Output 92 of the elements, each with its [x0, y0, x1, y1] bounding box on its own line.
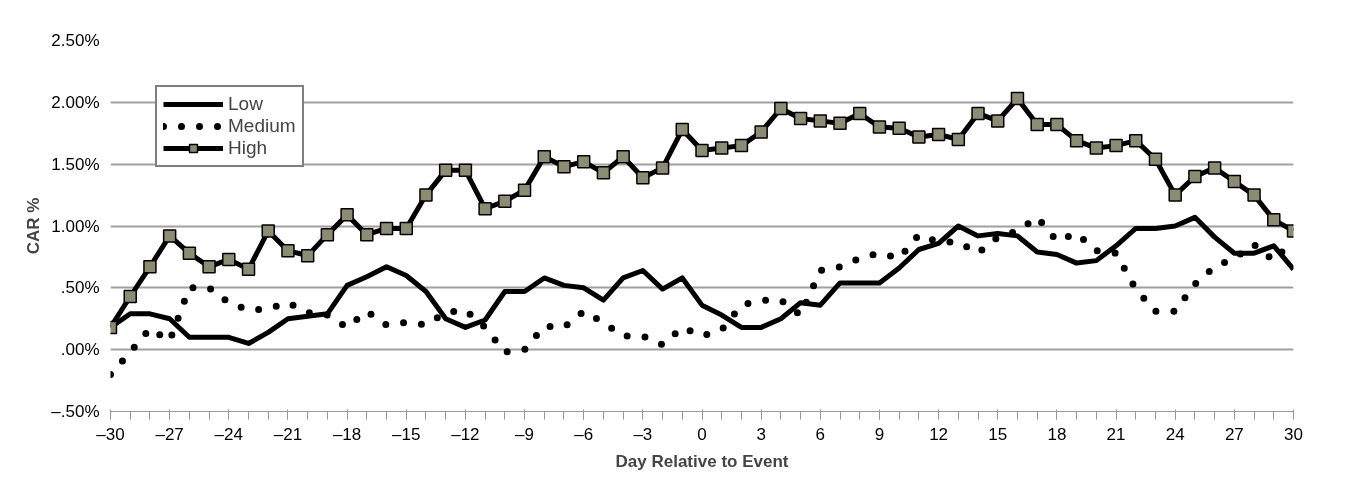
- point: [1267, 213, 1281, 227]
- x-axis-title: Day Relative to Event: [615, 451, 789, 471]
- point: [734, 138, 749, 153]
- point: [123, 289, 137, 304]
- point: [1227, 174, 1242, 189]
- point: [182, 246, 197, 260]
- x-tick-label: 3: [756, 424, 766, 444]
- x-tick-label: –6: [574, 424, 594, 444]
- x-tick-label: 18: [1047, 424, 1067, 444]
- point: [971, 106, 985, 121]
- point: [261, 224, 275, 238]
- y-tick-label: 1.50%: [51, 154, 100, 174]
- point: [478, 201, 492, 216]
- x-tick-label: 6: [815, 424, 826, 444]
- point: [458, 163, 473, 178]
- point: [1109, 138, 1123, 153]
- point: [222, 252, 236, 267]
- point: [576, 154, 591, 169]
- point: [1089, 141, 1104, 155]
- point: [419, 188, 433, 202]
- x-tick-label: 27: [1224, 424, 1244, 444]
- point: [379, 221, 394, 236]
- x-tick-label: 12: [929, 424, 949, 444]
- point: [300, 248, 315, 263]
- point: [616, 150, 630, 164]
- point: [596, 166, 611, 180]
- x-tick-label: 0: [697, 424, 707, 444]
- point: [438, 163, 453, 178]
- y-axis-title: CAR %: [24, 197, 44, 255]
- x-tick-label: –3: [633, 424, 653, 444]
- point: [360, 227, 374, 242]
- point: [320, 227, 335, 242]
- point: [162, 229, 177, 243]
- point: [1010, 91, 1025, 106]
- point: [498, 194, 512, 209]
- point: [1168, 188, 1182, 202]
- point: [1188, 169, 1202, 184]
- y-tick-label: 2.00%: [51, 92, 100, 112]
- point: [1069, 133, 1084, 148]
- point: [143, 260, 157, 274]
- point: [655, 161, 670, 175]
- point: [557, 159, 571, 174]
- point: [951, 132, 966, 147]
- point: [399, 221, 413, 236]
- y-tick-label: –.50%: [51, 402, 100, 421]
- legend-label: Medium: [228, 115, 296, 137]
- point: [241, 262, 256, 277]
- y-tick-label: 1.00%: [51, 216, 100, 236]
- point: [1247, 188, 1261, 202]
- x-tick-label: –18: [332, 424, 362, 444]
- y-tick-label: .00%: [60, 340, 100, 360]
- point: [675, 122, 690, 137]
- x-tick-label: 30: [1284, 424, 1303, 444]
- point: [1030, 117, 1044, 132]
- point: [991, 114, 1005, 128]
- x-tick-label: 21: [1106, 424, 1126, 444]
- x-tick-label: –12: [451, 424, 480, 444]
- x-tick-label: –21: [273, 424, 303, 444]
- x-tick-label: –9: [515, 424, 535, 444]
- point: [340, 208, 354, 222]
- x-tick-label: –24: [214, 424, 243, 444]
- point: [714, 141, 729, 155]
- x-tick-label: –30: [96, 424, 125, 444]
- x-tick-label: –15: [392, 424, 421, 444]
- point: [695, 143, 709, 158]
- point: [813, 114, 828, 128]
- legend-label: Low: [228, 93, 263, 115]
- x-tick-label: –27: [155, 424, 184, 444]
- y-tick-label: .50%: [60, 278, 100, 298]
- point: [636, 171, 650, 185]
- x-tick-label: 15: [988, 424, 1008, 444]
- x-tick-label: 9: [874, 424, 885, 444]
- y-tick-label: 2.50%: [51, 31, 100, 50]
- point: [892, 121, 906, 136]
- point: [1050, 117, 1064, 132]
- point: [1207, 161, 1222, 175]
- point: [537, 150, 552, 164]
- point: [1148, 152, 1163, 166]
- point: [912, 130, 926, 144]
- point: [931, 127, 946, 142]
- point: [833, 116, 847, 131]
- point: [281, 243, 295, 258]
- point: [754, 125, 768, 139]
- point: [872, 120, 887, 134]
- point: [852, 106, 867, 121]
- point: [517, 183, 532, 197]
- point: [1129, 133, 1143, 148]
- point: [202, 260, 216, 274]
- point: [774, 101, 788, 116]
- point: [793, 111, 808, 126]
- x-tick-label: 24: [1165, 424, 1185, 444]
- legend-label: High: [228, 137, 268, 159]
